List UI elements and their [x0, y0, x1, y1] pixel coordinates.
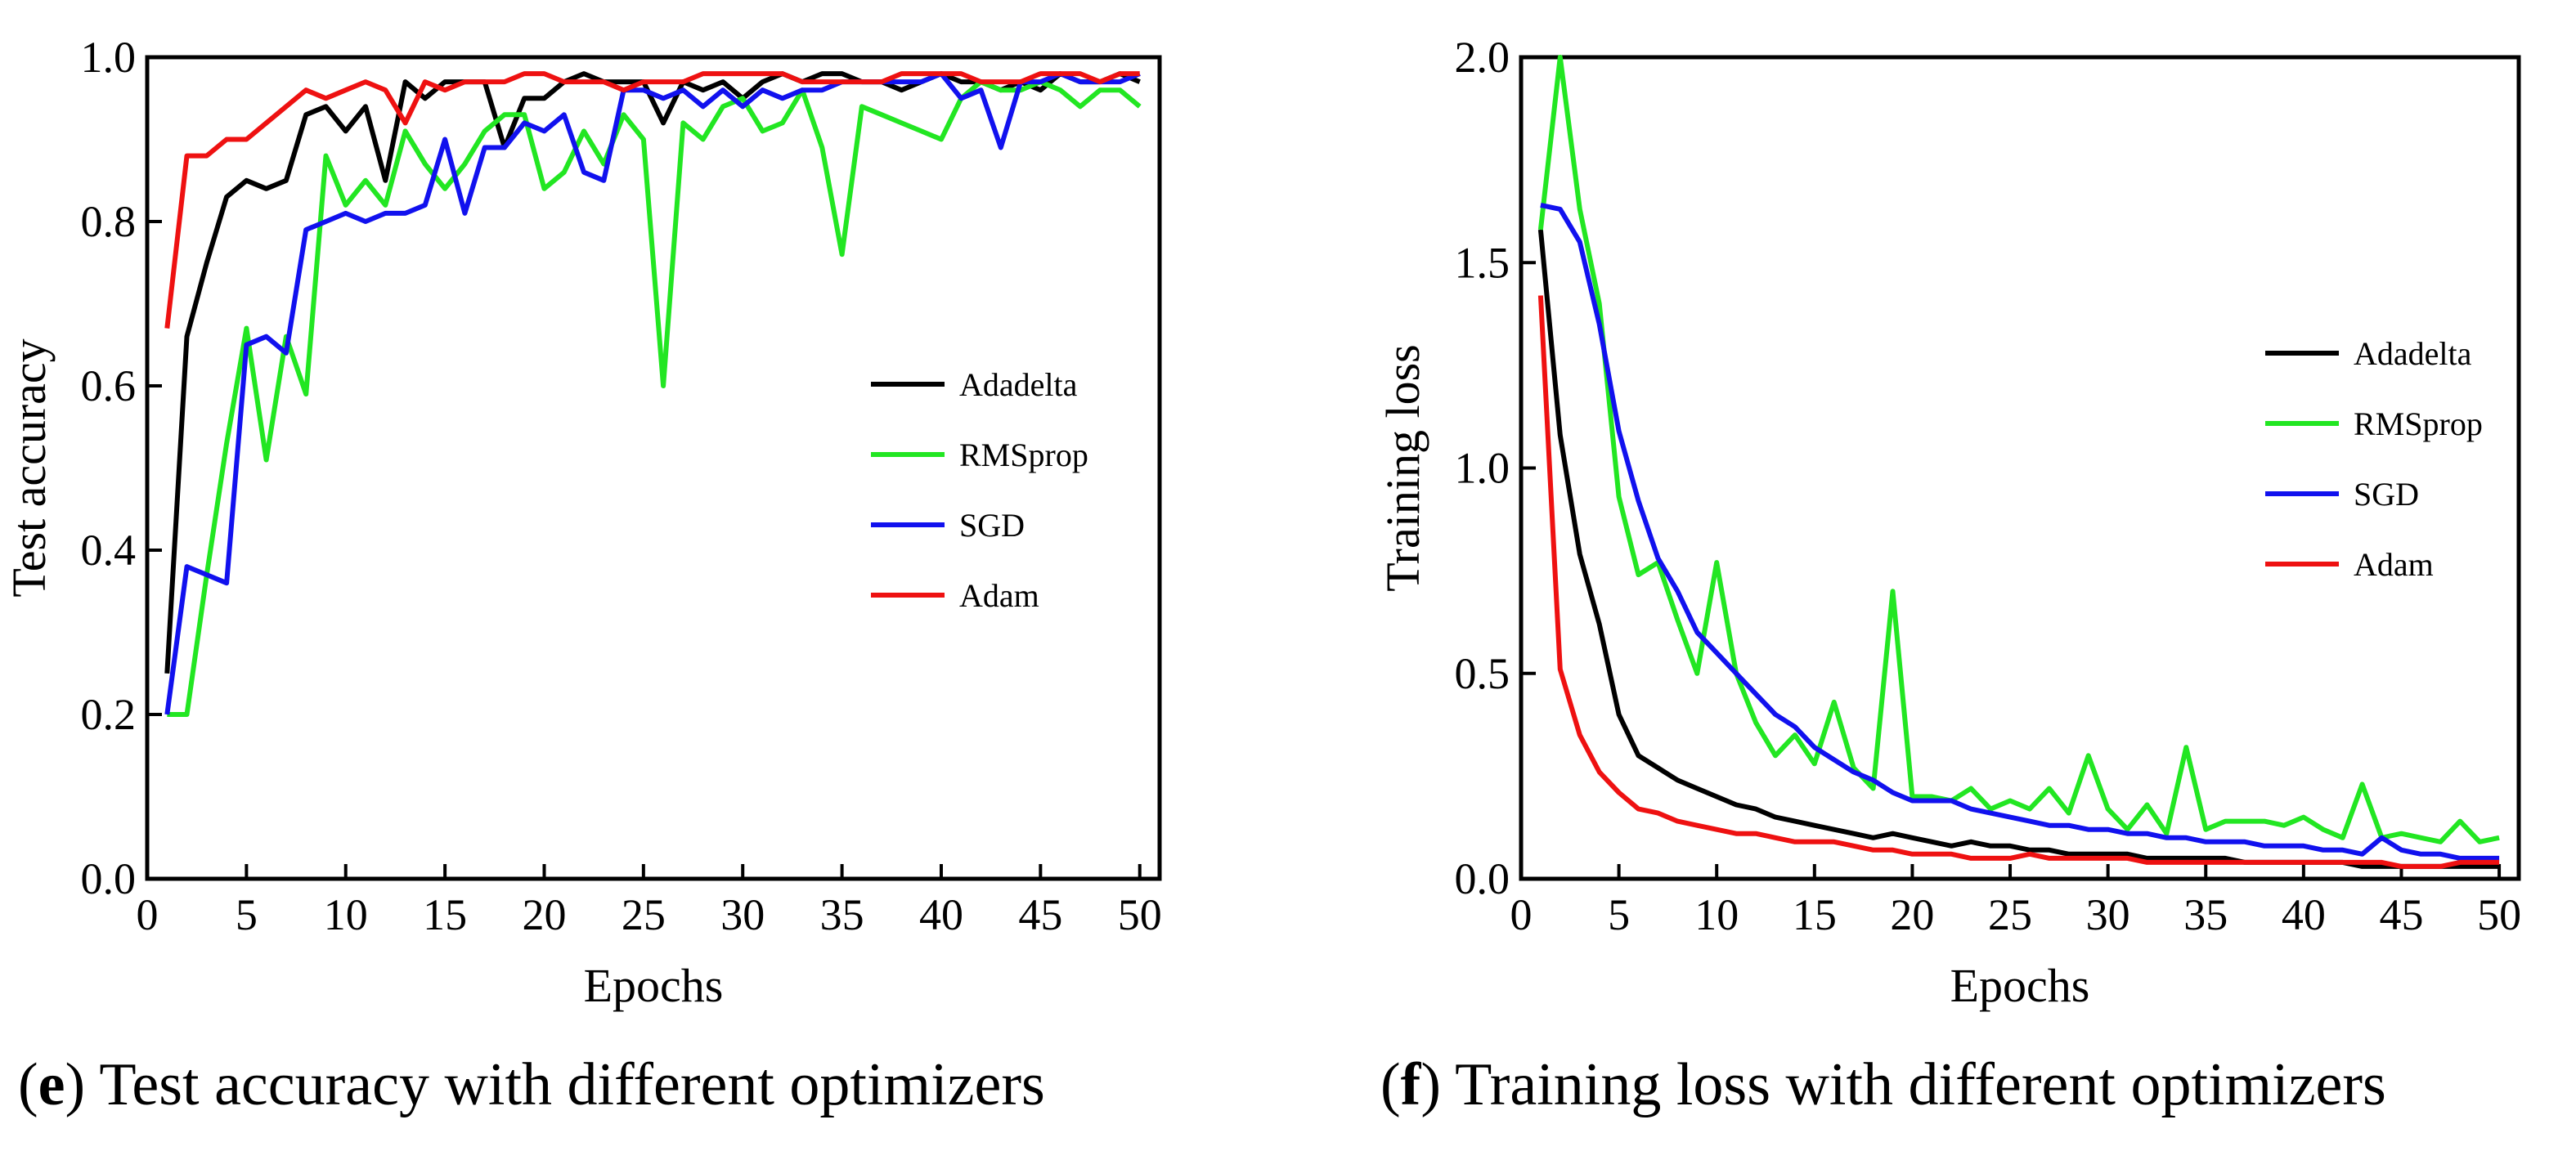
y-tick-label-e: 0.8	[81, 197, 137, 246]
plot-frame-f	[1519, 55, 2521, 881]
y-tick-label-f: 0.0	[1455, 854, 1510, 903]
x-tick-label-f: 50	[2477, 890, 2521, 939]
y-tick-label-e: 0.0	[81, 854, 137, 903]
legend-label-adam: Adam	[959, 577, 1039, 614]
series-line-e-adam	[164, 71, 1140, 329]
legend-label-sgd: SGD	[959, 507, 1025, 544]
y-axis-label-f: Training loss	[1376, 344, 1429, 591]
legend-label-adadelta: Adadelta	[2354, 335, 2472, 372]
x-tick-label-e: 35	[820, 890, 864, 939]
plot-frame-e	[145, 55, 1162, 881]
y-tick-label-f: 0.5	[1455, 649, 1510, 698]
x-axis-label-e: Epochs	[584, 959, 724, 1012]
x-tick-label-f: 30	[2086, 890, 2130, 939]
x-tick-label-f: 45	[2379, 890, 2423, 939]
y-tick-label-f: 1.0	[1455, 444, 1510, 493]
x-tick-label-e: 45	[1018, 890, 1062, 939]
x-tick-label-e: 15	[423, 890, 467, 939]
legend-label-rmsprop: RMSprop	[2354, 405, 2483, 442]
x-axis-label-f: Epochs	[1950, 959, 2090, 1012]
legend-label-adadelta: Adadelta	[959, 366, 1078, 403]
caption-f-letter: f	[1400, 1051, 1421, 1118]
x-tick-label-f: 20	[1890, 890, 1934, 939]
x-tick-label-f: 40	[2282, 890, 2326, 939]
caption-f-text: Training loss with different optimizers	[1440, 1051, 2386, 1118]
x-tick-label-e: 30	[720, 890, 765, 939]
x-tick-label-f: 15	[1793, 890, 1837, 939]
x-tick-label-e: 40	[919, 890, 963, 939]
legend-e: Adadelta RMSprop SGD Adam	[871, 366, 1088, 614]
chart-f: 0 5 10 15 20 25 30 35 40 45 50 0.0 0.5 1.0 1.5 2.0 Epoch…	[1376, 33, 2521, 1012]
y-tick-label-e: 0.2	[81, 690, 137, 739]
x-tick-label-f: 35	[2183, 890, 2228, 939]
y-tick-label-e: 0.4	[81, 526, 137, 575]
x-tick-label-e: 0	[137, 890, 159, 939]
legend-label-adam: Adam	[2354, 546, 2434, 583]
x-tick-label-e: 50	[1118, 890, 1162, 939]
x-tick-label-e: 25	[622, 890, 666, 939]
series-line-e-sgd	[164, 71, 1141, 715]
legend-label-rmsprop: RMSprop	[959, 437, 1088, 473]
chart-e: 0 5 10 15 20 25 30 35 40 45 50 0.0 0.2 0.4 0.6 0.8 1.0 Ep…	[2, 33, 1162, 1012]
series-line-f-adam	[1537, 295, 2500, 869]
series-line-f-rmsprop	[1537, 55, 2500, 844]
y-tick-label-e: 0.6	[81, 361, 137, 410]
x-tick-label-f: 0	[1510, 890, 1533, 939]
y-axis-label-e: Test accuracy	[2, 338, 56, 597]
caption-f: (f) Training loss with different optimiz…	[1380, 1051, 2386, 1118]
y-tick-label-f: 2.0	[1455, 33, 1510, 82]
x-tick-label-f: 10	[1694, 890, 1739, 939]
x-tick-label-e: 20	[522, 890, 566, 939]
legend-f: Adadelta RMSprop SGD Adam	[2265, 335, 2483, 583]
y-tick-label-e: 1.0	[81, 33, 137, 82]
x-tick-label-e: 5	[236, 890, 258, 939]
caption-e: (e) Test accuracy with different optimiz…	[18, 1051, 1045, 1118]
series-line-f-sgd	[1540, 202, 2500, 861]
legend-label-sgd: SGD	[2354, 476, 2419, 513]
caption-e-letter: e	[38, 1051, 65, 1118]
x-tick-label-f: 5	[1608, 890, 1630, 939]
caption-e-text: Test accuracy with different optimizers	[85, 1051, 1045, 1118]
x-tick-label-e: 10	[324, 890, 368, 939]
series-line-e-rmsprop	[167, 79, 1142, 717]
y-tick-label-f: 1.5	[1455, 238, 1510, 287]
x-tick-label-f: 25	[1988, 890, 2032, 939]
